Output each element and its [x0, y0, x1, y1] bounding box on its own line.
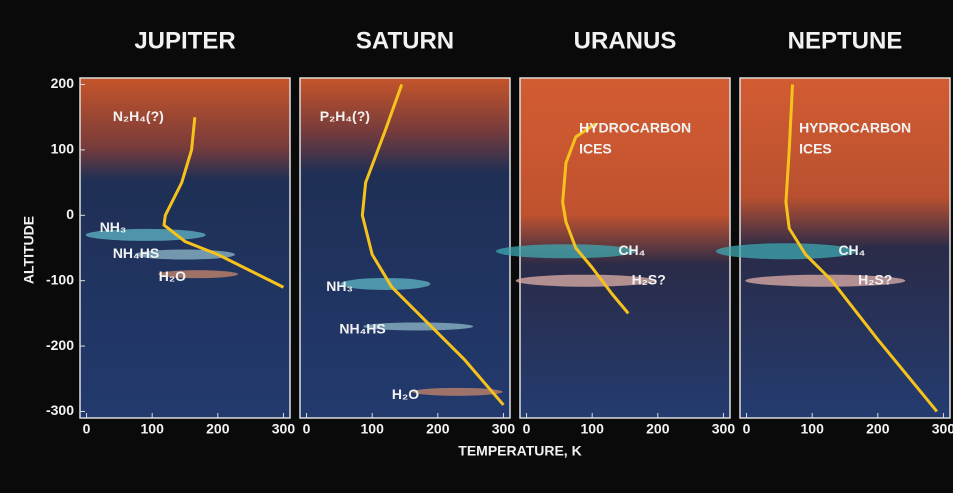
x-tick-label: 100: [361, 421, 385, 437]
panel-title: JUPITER: [134, 27, 235, 54]
plot-area: [299, 77, 511, 419]
cloud-label: H₂S?: [858, 271, 892, 287]
cloud-label: H₂O: [392, 386, 419, 402]
cloud-label: NH₄HS: [339, 320, 385, 336]
y-tick-label: -300: [46, 402, 74, 418]
plot-area: [79, 77, 291, 419]
cloud: [158, 270, 239, 279]
cloud-label: NH₄HS: [113, 245, 159, 261]
cloud-label: N₂H₄(?): [113, 108, 164, 124]
temperature-profile: [561, 122, 630, 315]
y-tick-label: 200: [51, 75, 75, 91]
x-tick-label: 100: [141, 421, 165, 437]
y-tick-label: -200: [46, 337, 74, 353]
cloud-label: H₂O: [159, 268, 186, 284]
x-tick-label: 0: [743, 421, 751, 437]
x-tick-label: 200: [206, 421, 230, 437]
cloud: [85, 228, 206, 241]
y-axis-label: ALTITUDE: [21, 216, 37, 284]
cloud: [340, 277, 431, 290]
cloud: [495, 244, 636, 259]
x-tick-label: 200: [646, 421, 670, 437]
x-axis-label: TEMPERATURE, K: [458, 443, 581, 459]
panel-title: SATURN: [356, 27, 454, 54]
temperature-profile: [360, 84, 505, 406]
cloud: [745, 274, 906, 287]
x-tick-label: 100: [581, 421, 605, 437]
y-tick-label: 0: [66, 206, 74, 222]
cloud-label: P₂H₄(?): [320, 108, 370, 124]
cloud: [515, 274, 656, 287]
temperature-profile: [162, 117, 285, 289]
x-tick-label: 300: [492, 421, 516, 437]
cloud-label: NH₃: [326, 278, 353, 294]
x-tick-label: 0: [83, 421, 91, 437]
temperature-profile: [784, 84, 939, 413]
y-tick-label: 100: [51, 141, 75, 157]
x-tick-label: 0: [523, 421, 531, 437]
x-tick-label: 0: [303, 421, 311, 437]
cloud-label: H₂S?: [632, 271, 666, 287]
cloud-label: CH₄: [838, 242, 865, 258]
y-tick-label: -100: [46, 271, 74, 287]
cloud-label: HYDROCARBON: [799, 120, 911, 136]
cloud: [715, 243, 856, 260]
x-tick-label: 300: [712, 421, 736, 437]
x-tick-label: 100: [801, 421, 825, 437]
cloud: [412, 387, 503, 396]
cloud-label: NH₃: [100, 219, 127, 235]
cloud-label: CH₄: [618, 242, 645, 258]
cloud-label: ICES: [579, 141, 612, 157]
x-tick-label: 300: [272, 421, 296, 437]
cloud-label: ICES: [799, 141, 832, 157]
cloud: [363, 322, 474, 331]
x-tick-label: 300: [932, 421, 953, 437]
cloud-label: HYDROCARBON: [579, 120, 691, 136]
x-tick-label: 200: [426, 421, 450, 437]
x-tick-label: 200: [866, 421, 890, 437]
panel-title: NEPTUNE: [788, 27, 903, 54]
panel-title: URANUS: [574, 27, 677, 54]
